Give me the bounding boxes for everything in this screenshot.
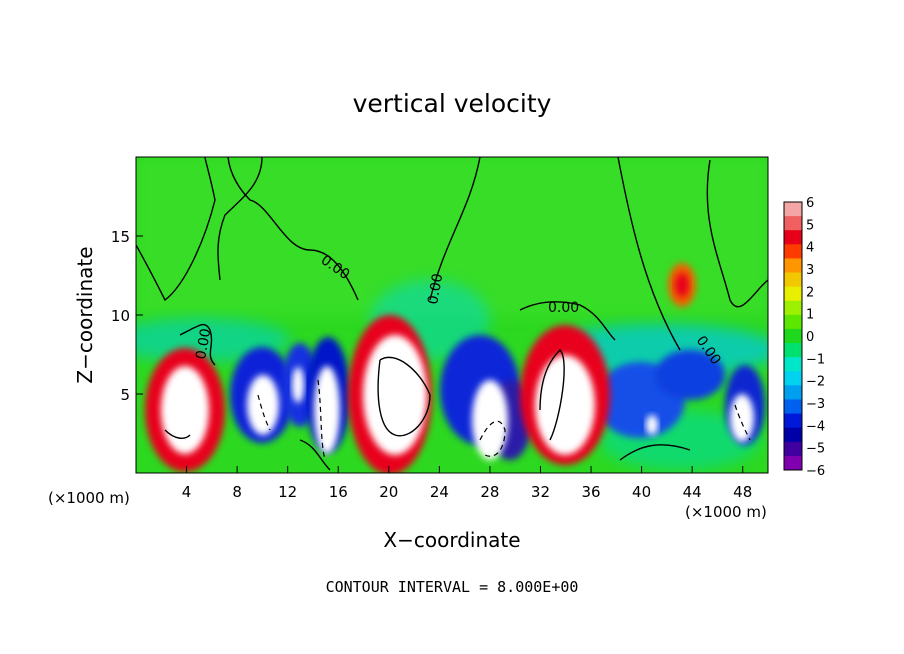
colorbar-swatch bbox=[784, 216, 802, 231]
core-small-f bbox=[646, 415, 658, 435]
core-small-e bbox=[730, 394, 754, 442]
colorbar-swatch bbox=[784, 357, 802, 372]
colorbar-tick-label: −5 bbox=[806, 442, 825, 457]
x-tick-label: 16 bbox=[329, 483, 348, 501]
dashed-contours bbox=[257, 379, 751, 461]
updraft-3-core bbox=[535, 355, 595, 455]
colorbar-swatch bbox=[784, 455, 802, 471]
core-small-d bbox=[472, 380, 508, 460]
core-small-b bbox=[292, 367, 304, 403]
x-tick-label: 24 bbox=[430, 483, 449, 501]
colorbar-tick-label: 2 bbox=[806, 285, 814, 300]
updraft-4-core bbox=[675, 273, 689, 297]
y-axis-label: Z−coordinate bbox=[73, 246, 97, 383]
updraft-1-core bbox=[161, 366, 209, 454]
colorbar-swatch bbox=[784, 300, 802, 316]
colorbar-tick-label: 5 bbox=[806, 218, 814, 233]
colorbar-swatch bbox=[784, 328, 802, 344]
colorbar-tick-label: 6 bbox=[806, 196, 814, 211]
colorbar-tick-label: 1 bbox=[806, 308, 814, 323]
colorbar-ticks: 6 5 4 3 2 1 0 −1 −2 −3 −4 −5 −6 bbox=[806, 196, 825, 479]
y-tick-label: 15 bbox=[111, 228, 130, 246]
core-small-c bbox=[314, 366, 340, 454]
colorbar-swatch bbox=[784, 244, 802, 259]
x-tick-label: 8 bbox=[232, 483, 242, 501]
x-tick-label: 28 bbox=[480, 483, 499, 501]
y-tick-label: 5 bbox=[120, 386, 130, 404]
chart-title: vertical velocity bbox=[353, 89, 552, 118]
y-axis-ticks: 5 10 15 bbox=[111, 228, 143, 404]
contour-interval-note: CONTOUR INTERVAL = 8.000E+00 bbox=[326, 578, 579, 596]
colorbar-swatch bbox=[784, 371, 802, 386]
colorbar-tick-label: 0 bbox=[806, 330, 814, 345]
x-tick-label: 20 bbox=[379, 483, 398, 501]
plot-area: 0.00 0.00 0.00 0.00 0.00 bbox=[136, 157, 768, 473]
colorbar-swatch bbox=[784, 286, 802, 302]
x-tick-label: 40 bbox=[632, 483, 651, 501]
colorbar-swatch bbox=[784, 202, 802, 217]
colorbar bbox=[783, 201, 803, 471]
colorbar-tick-label: −2 bbox=[806, 375, 825, 390]
y-tick-label: 10 bbox=[111, 307, 130, 325]
x-axis-label: X−coordinate bbox=[383, 528, 520, 552]
colorbar-tick-label: −6 bbox=[806, 464, 825, 479]
x-unit-left: (×1000 m) bbox=[48, 489, 130, 507]
contour-lines bbox=[136, 157, 768, 471]
updraft-2-core bbox=[363, 335, 427, 455]
colorbar-swatch bbox=[784, 258, 802, 274]
colorbar-tick-label: 4 bbox=[806, 241, 814, 256]
contour-label-3: 0.00 bbox=[548, 300, 579, 316]
contour-label-2: 0.00 bbox=[425, 272, 446, 305]
x-tick-label: 4 bbox=[182, 483, 192, 501]
x-unit-right: (×1000 m) bbox=[685, 503, 767, 521]
x-tick-label: 48 bbox=[733, 483, 752, 501]
colorbar-tick-label: −1 bbox=[806, 352, 825, 367]
colorbar-swatch bbox=[784, 343, 802, 358]
x-tick-label: 12 bbox=[278, 483, 297, 501]
colorbar-swatch bbox=[784, 399, 802, 415]
colorbar-tick-label: 3 bbox=[806, 263, 814, 278]
colorbar-swatch bbox=[784, 230, 802, 245]
colorbar-swatch bbox=[784, 314, 802, 330]
core-small-a bbox=[247, 375, 279, 435]
contour-label-4: 0.00 bbox=[193, 327, 214, 360]
colorbar-swatch bbox=[784, 385, 802, 400]
colorbar-tick-label: −3 bbox=[806, 397, 825, 412]
colorbar-swatch bbox=[784, 272, 802, 288]
colorbar-swatch bbox=[784, 413, 802, 429]
downdraft-f bbox=[655, 350, 725, 400]
colorbar-swatch bbox=[784, 441, 802, 457]
colorbar-swatch bbox=[784, 427, 802, 443]
colorbar-frame bbox=[783, 201, 803, 471]
x-tick-label: 44 bbox=[683, 483, 702, 501]
colorbar-tick-label: −4 bbox=[806, 419, 825, 434]
x-tick-label: 32 bbox=[531, 483, 550, 501]
x-axis-ticks: 4 8 12 16 20 24 28 32 36 40 44 48 bbox=[182, 466, 752, 501]
x-tick-label: 36 bbox=[581, 483, 600, 501]
